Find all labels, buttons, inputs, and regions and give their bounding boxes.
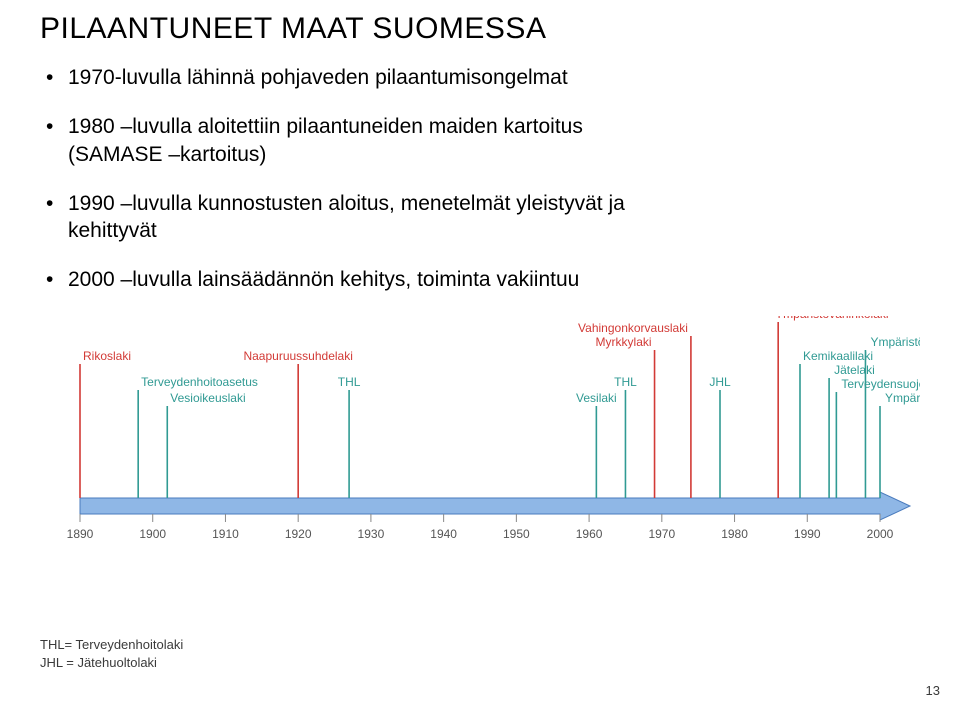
page-number: 13 bbox=[926, 683, 940, 698]
svg-text:Vesioikeuslaki: Vesioikeuslaki bbox=[170, 391, 245, 405]
bullet-text: 1990 –luvulla kunnostusten aloitus, mene… bbox=[68, 190, 920, 217]
svg-text:Vesilaki: Vesilaki bbox=[576, 391, 617, 405]
timeline-chart: 1890 1900 1910 1920 1930 1940 1950 1960 1970 1980… bbox=[40, 316, 920, 596]
svg-text:Ympäristönsuojelulaki: Ympäristönsuojelulaki bbox=[885, 391, 920, 405]
svg-text:1930: 1930 bbox=[358, 527, 385, 541]
svg-text:Terveydenhoitoasetus: Terveydenhoitoasetus bbox=[141, 375, 258, 389]
svg-text:1980: 1980 bbox=[721, 527, 748, 541]
bullet-list: 1970-luvulla lähinnä pohjaveden pilaantu… bbox=[40, 64, 920, 294]
bullet-text: kehittyvät bbox=[68, 217, 920, 244]
footnote-line: THL= Terveydenhoitolaki bbox=[40, 636, 183, 654]
bullet-text: (SAMASE –kartoitus) bbox=[68, 141, 920, 168]
slide: PILAANTUNEET MAAT SUOMESSA 1970-luvulla … bbox=[0, 0, 960, 712]
footnote-line: JHL = Jätehuoltolaki bbox=[40, 654, 183, 672]
svg-text:JHL: JHL bbox=[709, 375, 731, 389]
svg-text:Terveydensuojelulaki: Terveydensuojelulaki bbox=[841, 377, 920, 391]
svg-text:1970: 1970 bbox=[648, 527, 675, 541]
svg-text:1890: 1890 bbox=[67, 527, 94, 541]
svg-text:Ympäristövahinkovakuutus: Ympäristövahinkovakuutus bbox=[870, 335, 920, 349]
svg-text:THL: THL bbox=[338, 375, 361, 389]
timeline-svg: 1890 1900 1910 1920 1930 1940 1950 1960 1970 1980… bbox=[40, 316, 920, 596]
svg-text:Rikoslaki: Rikoslaki bbox=[83, 349, 131, 363]
svg-text:Myrkkylaki: Myrkkylaki bbox=[596, 335, 652, 349]
bullet-text: 2000 –luvulla lainsäädännön kehitys, toi… bbox=[68, 266, 920, 293]
svg-text:Ympäristövahinkolaki: Ympäristövahinkolaki bbox=[775, 316, 888, 321]
svg-text:THL: THL bbox=[614, 375, 637, 389]
list-item: 1970-luvulla lähinnä pohjaveden pilaantu… bbox=[46, 64, 920, 91]
svg-text:Kemikaalilaki: Kemikaalilaki bbox=[803, 349, 873, 363]
svg-text:Naapuruussuhdelaki: Naapuruussuhdelaki bbox=[243, 349, 352, 363]
svg-text:1910: 1910 bbox=[212, 527, 239, 541]
list-item: 1990 –luvulla kunnostusten aloitus, mene… bbox=[46, 190, 920, 245]
list-item: 1980 –luvulla aloitettiin pilaantuneiden… bbox=[46, 113, 920, 168]
svg-text:1900: 1900 bbox=[139, 527, 166, 541]
list-item: 2000 –luvulla lainsäädännön kehitys, toi… bbox=[46, 266, 920, 293]
svg-text:1940: 1940 bbox=[430, 527, 457, 541]
svg-text:Vahingonkorvauslaki: Vahingonkorvauslaki bbox=[578, 321, 688, 335]
bullet-text: 1980 –luvulla aloitettiin pilaantuneiden… bbox=[68, 113, 920, 140]
bullet-text: 1970-luvulla lähinnä pohjaveden pilaantu… bbox=[68, 64, 920, 91]
svg-text:2000: 2000 bbox=[867, 527, 894, 541]
svg-text:Jätelaki: Jätelaki bbox=[834, 363, 875, 377]
svg-text:1950: 1950 bbox=[503, 527, 530, 541]
page-title: PILAANTUNEET MAAT SUOMESSA bbox=[40, 12, 920, 46]
svg-text:1920: 1920 bbox=[285, 527, 312, 541]
svg-text:1990: 1990 bbox=[794, 527, 821, 541]
footnote: THL= Terveydenhoitolaki JHL = Jätehuolto… bbox=[40, 636, 183, 672]
svg-text:1960: 1960 bbox=[576, 527, 603, 541]
